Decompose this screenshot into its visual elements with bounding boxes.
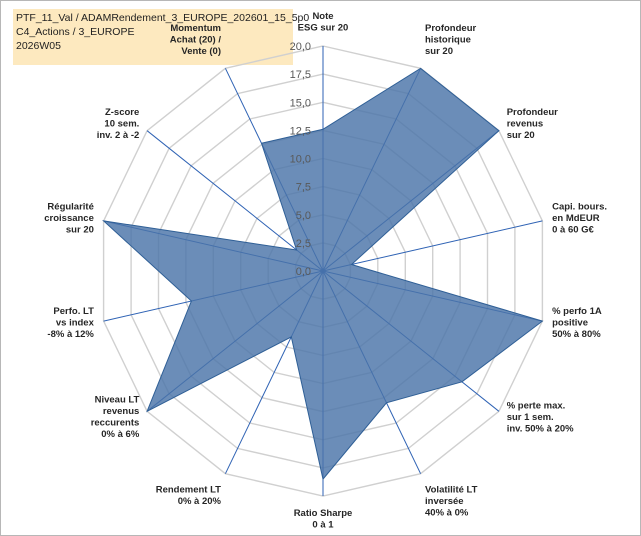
- axis-label: 40% à 0%: [425, 508, 469, 519]
- axis-label: Capi. bours.: [552, 202, 607, 213]
- axis-label: Régularité: [47, 202, 93, 213]
- title-line-category: C4_Actions / 3_EUROPE: [16, 26, 135, 38]
- axis-label: 0 à 1: [312, 520, 334, 531]
- tick-label: 20,0: [290, 41, 311, 53]
- axis-label: sur 20: [66, 225, 94, 236]
- axis-label: ESG sur 20: [298, 23, 349, 34]
- spoke-line-13: [146, 130, 324, 272]
- axis-label: revenus: [103, 406, 139, 417]
- axis-label: croissance: [44, 213, 94, 224]
- axis-label: % perte max.: [507, 400, 566, 411]
- axis-label: Profondeur: [425, 23, 476, 34]
- axis-label: Niveau LT: [95, 395, 140, 406]
- axis-label: 0% à 6%: [101, 429, 140, 440]
- tick-label: 5,0: [296, 210, 311, 222]
- axis-label: Perfo. LT: [53, 306, 94, 317]
- tick-label: 15,0: [290, 97, 311, 109]
- tick-label: 2,5: [296, 238, 311, 250]
- axis-label: revenus: [507, 119, 543, 130]
- axis-label: vs index: [56, 318, 95, 329]
- tick-label: 17,5: [290, 69, 311, 81]
- tick-label: 7,5: [296, 182, 311, 194]
- axis-label: 50% à 80%: [552, 329, 601, 340]
- title-line-week: 2026W05: [16, 40, 61, 52]
- axis-label: % perfo 1A: [552, 306, 602, 317]
- axis-label: Z-score: [105, 107, 139, 118]
- axis-label: Profondeur: [507, 107, 558, 118]
- axis-label: -8% à 12%: [47, 329, 94, 340]
- axis-label: sur 20: [425, 46, 453, 57]
- axis-label: Momentum: [170, 23, 221, 34]
- axis-label: 0% à 20%: [178, 496, 222, 507]
- axis-label: inv. 2 à -2: [97, 130, 140, 141]
- axis-label: inv. 50% à 20%: [507, 423, 574, 434]
- axis-label: Achat (20) /: [170, 34, 222, 45]
- axis-label: 10 sem.: [104, 119, 139, 130]
- axis-label: Note: [312, 11, 333, 22]
- axis-label: sur 1 sem.: [507, 412, 554, 423]
- axis-label: sur 20: [507, 130, 535, 141]
- title-line-portfolio: PTF_11_Val / ADAMRendement_3_EUROPE_2026…: [16, 12, 310, 24]
- axis-label: Volatilité LT: [425, 485, 478, 496]
- axis-label: historique: [425, 34, 471, 45]
- axis-label: reccurents: [91, 418, 140, 429]
- chart-title-box: PTF_11_Val / ADAMRendement_3_EUROPE_2026…: [13, 9, 309, 65]
- axis-label: inversée: [425, 496, 464, 507]
- series-area: [102, 67, 544, 481]
- axis-label: positive: [552, 318, 588, 329]
- tick-label: 10,0: [290, 154, 311, 166]
- axis-label: Vente (0): [181, 46, 221, 57]
- tick-label: 0,0: [296, 266, 311, 278]
- tick-label: 12,5: [290, 125, 311, 137]
- axis-label: en MdEUR: [552, 213, 600, 224]
- axis-label: Rendement LT: [156, 485, 221, 496]
- spoke-line-4: [322, 220, 543, 272]
- axis-label: Ratio Sharpe: [294, 508, 353, 519]
- axis-label: 0 à 60 G€: [552, 225, 594, 236]
